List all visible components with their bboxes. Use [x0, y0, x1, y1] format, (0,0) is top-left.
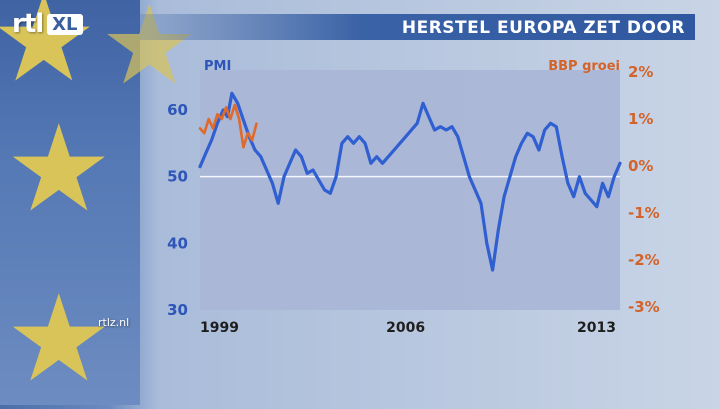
y-right-tick-label: -3%	[628, 298, 660, 316]
star-icon: ★	[5, 270, 113, 409]
star-icon: ★	[5, 100, 113, 239]
y-axis-right-label: BBP groei	[548, 59, 620, 74]
y-left-tick-label: 30	[167, 301, 188, 319]
header-bar	[140, 14, 695, 40]
x-tick-label: 2006	[386, 320, 425, 336]
x-tick-label: 2013	[577, 320, 616, 336]
y-right-tick-label: 0%	[628, 157, 653, 175]
series-line-bbp-groei	[198, 103, 258, 149]
logo-rtl: rtl	[12, 9, 44, 39]
y-left-tick-label: 60	[167, 101, 188, 119]
logo-xl: XL	[47, 13, 83, 35]
y-left-tick-label: 50	[167, 168, 188, 186]
rtlxl-logo: rtl XL	[12, 9, 83, 39]
plot-panel	[200, 70, 620, 310]
y-right-tick-label: -2%	[628, 251, 660, 269]
x-tick-label: 1999	[200, 320, 239, 336]
y-right-tick-label: 2%	[628, 63, 653, 81]
chart-title: HERSTEL EUROPA ZET DOOR	[401, 18, 685, 38]
series-line-pmi	[198, 91, 622, 272]
eu-flag-background	[0, 0, 140, 405]
y-axis-left-label: PMI	[204, 59, 231, 74]
y-right-tick-label: 1%	[628, 110, 653, 128]
y-left-tick-label: 40	[167, 234, 188, 252]
y-right-tick-label: -1%	[628, 204, 660, 222]
site-label: rtlz.nl	[98, 316, 130, 329]
